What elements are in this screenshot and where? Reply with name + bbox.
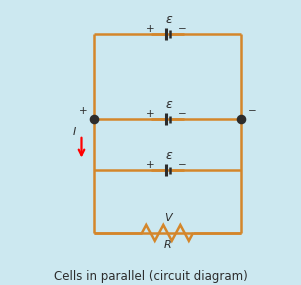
Text: $\varepsilon$: $\varepsilon$ — [165, 149, 173, 162]
Text: +: + — [79, 106, 87, 116]
Point — [239, 117, 244, 122]
Text: +: + — [146, 24, 154, 34]
Point — [91, 117, 96, 122]
Text: −: − — [248, 106, 256, 116]
Text: −: − — [178, 109, 187, 119]
Text: I: I — [73, 127, 76, 137]
Text: R: R — [164, 240, 171, 250]
Text: +: + — [146, 160, 154, 170]
Text: $\varepsilon$: $\varepsilon$ — [165, 98, 173, 111]
Text: $\varepsilon$: $\varepsilon$ — [165, 13, 173, 26]
Text: +: + — [146, 109, 154, 119]
Text: V: V — [164, 213, 171, 223]
Text: −: − — [178, 24, 187, 34]
Text: −: − — [178, 160, 187, 170]
Text: Cells in parallel (circuit diagram): Cells in parallel (circuit diagram) — [54, 270, 247, 283]
